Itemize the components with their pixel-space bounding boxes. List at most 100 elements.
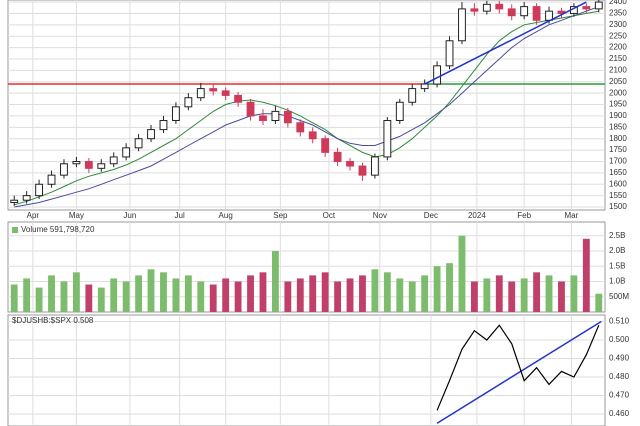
volume-bar xyxy=(570,275,578,312)
candle-body xyxy=(196,88,205,99)
volume-bar xyxy=(408,281,416,312)
candle-body xyxy=(72,160,81,165)
candle-body xyxy=(159,119,168,131)
candle-body xyxy=(246,101,255,117)
volume-bar xyxy=(23,278,31,312)
candle-body xyxy=(271,110,280,121)
y-tick-label: 500M xyxy=(609,292,629,301)
volume-bar xyxy=(135,275,143,312)
y-tick-label: 2150 xyxy=(609,54,627,63)
volume-bar xyxy=(495,275,503,312)
y-tick-label: 1800 xyxy=(609,134,627,143)
y-tick-label: 1950 xyxy=(609,100,627,109)
x-tick-label: Aug xyxy=(219,211,233,220)
volume-bar xyxy=(595,293,603,312)
y-tick-label: 1650 xyxy=(609,168,627,177)
volume-bar xyxy=(284,281,292,312)
y-tick-label: 0.500 xyxy=(609,335,630,344)
candle-body xyxy=(22,195,31,201)
volume-bar xyxy=(346,278,354,312)
candle-body xyxy=(321,138,330,153)
candle-body xyxy=(84,160,93,169)
candle-body xyxy=(408,88,417,103)
candle-body xyxy=(383,119,392,158)
ratio-line xyxy=(436,324,600,411)
candle-body xyxy=(346,160,354,167)
volume-bar xyxy=(582,238,590,312)
y-tick-label: 1550 xyxy=(609,191,627,200)
y-tick-label: 0.480 xyxy=(609,372,630,381)
candle-body xyxy=(147,129,155,140)
candle-body xyxy=(470,8,479,12)
y-tick-label: 0.510 xyxy=(609,317,630,326)
x-tick-label: Jun xyxy=(123,211,136,220)
volume-bar xyxy=(371,269,379,312)
y-tick-label: 1600 xyxy=(609,179,627,188)
y-tick-label: 2050 xyxy=(609,77,627,86)
candle-body xyxy=(395,101,404,121)
volume-bar xyxy=(396,278,404,312)
candle-body xyxy=(445,40,454,67)
volume-legend-swatch xyxy=(12,227,18,233)
y-tick-label: 2200 xyxy=(609,43,627,52)
x-tick-label: Mar xyxy=(565,211,579,220)
candle-body xyxy=(333,151,342,162)
y-tick-label: 1700 xyxy=(609,157,627,166)
candle-body xyxy=(47,174,56,185)
candle-body xyxy=(507,8,516,17)
ratio-label: $DJUSHB:$SPX 0.508 xyxy=(12,316,94,325)
candle-body xyxy=(234,94,243,103)
volume-bar xyxy=(160,272,167,312)
candle-body xyxy=(171,106,180,121)
y-tick-label: 1.0B xyxy=(609,277,625,286)
candle-body xyxy=(495,3,504,10)
price-plot xyxy=(8,0,605,208)
trendline xyxy=(424,1,587,85)
candle-body xyxy=(10,199,19,203)
x-tick-label: Dec xyxy=(424,211,438,220)
volume-bar xyxy=(72,272,80,312)
candle-body xyxy=(582,6,591,10)
volume-bar xyxy=(470,281,478,312)
candle-body xyxy=(545,10,553,21)
x-tick-label: Oct xyxy=(323,211,336,220)
x-tick-label: Sep xyxy=(273,211,288,220)
candle-body xyxy=(184,97,193,108)
volume-plot xyxy=(8,235,605,312)
volume-bar xyxy=(334,281,342,312)
x-tick-label: Apr xyxy=(27,211,40,220)
candle-body xyxy=(420,83,429,90)
volume-bar xyxy=(184,275,192,312)
y-tick-label: 1750 xyxy=(609,145,627,154)
candle-body xyxy=(308,131,317,140)
volume-bar xyxy=(60,281,68,312)
candle-body xyxy=(134,138,143,149)
trendline xyxy=(436,320,602,424)
volume-bar xyxy=(520,278,528,312)
volume-bar xyxy=(110,278,118,312)
volume-bar xyxy=(383,272,391,312)
volume-bar xyxy=(359,275,366,312)
y-tick-label: 1.5B xyxy=(609,261,625,270)
y-tick-label: 2350 xyxy=(609,9,627,18)
y-tick-label: 0.490 xyxy=(609,354,630,363)
candle-body xyxy=(358,165,367,176)
candle-body xyxy=(520,6,529,17)
volume-bar xyxy=(433,266,441,312)
volume-bar xyxy=(122,281,130,312)
candle-body xyxy=(259,115,267,121)
volume-bar xyxy=(309,275,317,312)
ratio-plot xyxy=(8,320,605,424)
x-tick-label: 2024 xyxy=(468,211,486,220)
candle-body xyxy=(458,8,466,42)
volume-bar xyxy=(172,278,180,312)
x-tick-label: May xyxy=(69,211,84,220)
y-tick-label: 1850 xyxy=(609,122,627,131)
volume-bar xyxy=(10,284,18,312)
candle-body xyxy=(122,147,131,158)
candle-body xyxy=(97,163,106,169)
volume-bar xyxy=(247,275,254,312)
candle-body xyxy=(296,122,305,133)
volume-bar xyxy=(147,269,155,312)
